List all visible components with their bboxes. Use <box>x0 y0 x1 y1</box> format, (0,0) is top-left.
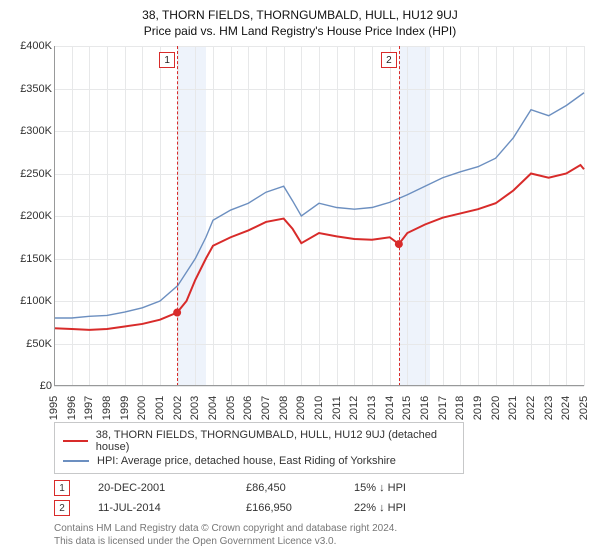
x-axis-label: 2022 <box>525 396 537 420</box>
y-axis-label: £150K <box>10 253 52 265</box>
x-axis-label: 2004 <box>207 396 219 420</box>
event-index-box: 1 <box>54 480 70 496</box>
x-axis-label: 2006 <box>242 396 254 420</box>
y-axis-label: £300K <box>10 125 52 137</box>
title-subtitle: Price paid vs. HM Land Registry's House … <box>10 24 590 38</box>
x-axis-label: 2024 <box>560 396 572 420</box>
x-axis-label: 2003 <box>189 396 201 420</box>
event-date: 20-DEC-2001 <box>98 482 218 494</box>
x-axis-label: 2016 <box>419 396 431 420</box>
y-axis-label: £200K <box>10 210 52 222</box>
x-axis-label: 2005 <box>225 396 237 420</box>
x-axis-label: 2009 <box>295 396 307 420</box>
x-axis-label: 2012 <box>348 396 360 420</box>
legend-row-hpi: HPI: Average price, detached house, East… <box>63 455 455 467</box>
x-axis-label: 2008 <box>278 396 290 420</box>
chart-container: 38, THORN FIELDS, THORNGUMBALD, HULL, HU… <box>0 0 600 560</box>
event-row: 1 20-DEC-2001 £86,450 15% ↓ HPI <box>54 480 590 496</box>
x-axis-label: 2020 <box>490 396 502 420</box>
events-table: 1 20-DEC-2001 £86,450 15% ↓ HPI 2 11-JUL… <box>54 480 590 516</box>
x-axis-label: 2011 <box>331 396 343 420</box>
x-axis-label: 2019 <box>472 396 484 420</box>
x-axis-label: 2017 <box>437 396 449 420</box>
legend-label-hpi: HPI: Average price, detached house, East… <box>97 455 396 467</box>
legend-box: 38, THORN FIELDS, THORNGUMBALD, HULL, HU… <box>54 422 464 474</box>
event-index-box: 2 <box>54 500 70 516</box>
y-axis-label: £250K <box>10 168 52 180</box>
event-price: £86,450 <box>246 482 326 494</box>
x-axis-label: 1999 <box>119 396 131 420</box>
event-price: £166,950 <box>246 502 326 514</box>
gridline-horizontal <box>54 386 584 387</box>
x-axis-label: 1998 <box>101 396 113 420</box>
event-delta: 22% ↓ HPI <box>354 502 454 514</box>
y-axis-label: £50K <box>10 338 52 350</box>
y-axis-label: £400K <box>10 40 52 52</box>
x-axis-label: 2001 <box>154 396 166 420</box>
x-axis-label: 2015 <box>401 396 413 420</box>
legend-swatch-blue <box>63 460 89 462</box>
legend-row-property: 38, THORN FIELDS, THORNGUMBALD, HULL, HU… <box>63 429 455 453</box>
y-axis-label: £100K <box>10 295 52 307</box>
footer-attribution: Contains HM Land Registry data © Crown c… <box>54 522 590 548</box>
chart-wrap: £0£50K£100K£150K£200K£250K£300K£350K£400… <box>10 46 590 416</box>
plot-border <box>54 46 584 386</box>
gridline-vertical <box>584 46 585 386</box>
x-axis-label: 2010 <box>313 396 325 420</box>
x-axis-label: 2023 <box>543 396 555 420</box>
plot-area: 12 <box>54 46 584 386</box>
legend-swatch-red <box>63 440 88 442</box>
title-address: 38, THORN FIELDS, THORNGUMBALD, HULL, HU… <box>10 8 590 22</box>
x-axis-label: 1995 <box>48 396 60 420</box>
x-axis-label: 1996 <box>66 396 78 420</box>
legend-label-property: 38, THORN FIELDS, THORNGUMBALD, HULL, HU… <box>96 429 455 453</box>
title-block: 38, THORN FIELDS, THORNGUMBALD, HULL, HU… <box>10 8 590 38</box>
x-axis-label: 2018 <box>454 396 466 420</box>
event-date: 11-JUL-2014 <box>98 502 218 514</box>
y-axis-label: £0 <box>10 380 52 392</box>
footer-line1: Contains HM Land Registry data © Crown c… <box>54 522 590 535</box>
x-axis-label: 2007 <box>260 396 272 420</box>
x-axis-label: 1997 <box>83 396 95 420</box>
event-delta: 15% ↓ HPI <box>354 482 454 494</box>
footer-line2: This data is licensed under the Open Gov… <box>54 535 590 548</box>
x-axis-label: 2014 <box>384 396 396 420</box>
x-axis-label: 2025 <box>578 396 590 420</box>
event-row: 2 11-JUL-2014 £166,950 22% ↓ HPI <box>54 500 590 516</box>
x-axis-label: 2002 <box>172 396 184 420</box>
y-axis-label: £350K <box>10 83 52 95</box>
x-axis-label: 2000 <box>136 396 148 420</box>
x-axis-label: 2013 <box>366 396 378 420</box>
x-axis-label: 2021 <box>507 396 519 420</box>
